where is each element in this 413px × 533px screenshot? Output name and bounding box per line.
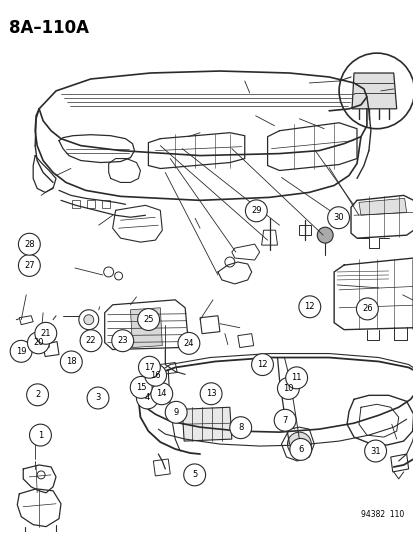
Circle shape [224, 257, 234, 267]
Text: 27: 27 [24, 261, 35, 270]
Circle shape [60, 351, 82, 373]
Text: 30: 30 [332, 213, 343, 222]
Text: 6: 6 [297, 445, 303, 454]
Text: 8: 8 [237, 423, 243, 432]
Text: 94382  110: 94382 110 [361, 510, 404, 519]
Circle shape [316, 227, 332, 243]
Text: 2: 2 [35, 390, 40, 399]
Circle shape [27, 332, 49, 354]
Circle shape [29, 424, 51, 446]
Circle shape [136, 387, 158, 409]
Circle shape [183, 464, 205, 486]
Text: 12: 12 [304, 302, 314, 311]
Circle shape [285, 367, 307, 389]
Circle shape [338, 53, 413, 129]
Text: 20: 20 [33, 338, 43, 348]
Circle shape [150, 383, 172, 405]
Polygon shape [182, 407, 231, 441]
Circle shape [26, 384, 48, 406]
Circle shape [80, 330, 102, 352]
Circle shape [83, 315, 93, 325]
Circle shape [200, 383, 221, 405]
Text: 7: 7 [282, 416, 287, 425]
Text: 3: 3 [95, 393, 100, 402]
Text: 16: 16 [150, 370, 161, 379]
Text: 19: 19 [16, 347, 26, 356]
Text: 15: 15 [135, 383, 146, 392]
Text: 11: 11 [291, 373, 301, 382]
Circle shape [130, 376, 152, 398]
Text: 28: 28 [24, 240, 35, 249]
Text: 21: 21 [40, 329, 51, 338]
Polygon shape [358, 198, 406, 215]
Text: 29: 29 [251, 206, 261, 215]
Text: 12: 12 [256, 360, 267, 369]
Circle shape [112, 330, 133, 352]
Text: 23: 23 [117, 336, 128, 345]
Circle shape [10, 341, 32, 362]
Polygon shape [351, 73, 396, 109]
Text: 17: 17 [144, 363, 154, 372]
Circle shape [273, 409, 295, 431]
Circle shape [327, 207, 349, 229]
Circle shape [245, 200, 267, 222]
Circle shape [165, 401, 187, 423]
Circle shape [114, 272, 122, 280]
Circle shape [37, 471, 45, 479]
Circle shape [138, 309, 159, 330]
Text: 9: 9 [173, 408, 178, 417]
Circle shape [251, 354, 273, 376]
Circle shape [229, 417, 251, 439]
Text: 24: 24 [183, 339, 194, 348]
Circle shape [103, 267, 113, 277]
Circle shape [298, 296, 320, 318]
Circle shape [138, 356, 160, 378]
Circle shape [178, 333, 199, 354]
Circle shape [78, 310, 98, 330]
Text: 14: 14 [156, 389, 166, 398]
Text: 4: 4 [145, 393, 150, 402]
Text: 10: 10 [282, 384, 293, 393]
Text: 8A–110A: 8A–110A [9, 19, 89, 37]
Polygon shape [130, 308, 162, 348]
Circle shape [87, 387, 109, 409]
Circle shape [19, 254, 40, 277]
Text: 26: 26 [361, 304, 372, 313]
Text: 1: 1 [38, 431, 43, 440]
Text: 5: 5 [192, 471, 197, 479]
Text: 31: 31 [369, 447, 380, 456]
Circle shape [144, 364, 166, 386]
Circle shape [287, 432, 311, 456]
Text: 13: 13 [205, 389, 216, 398]
Circle shape [35, 322, 57, 344]
Text: 18: 18 [66, 358, 76, 367]
Circle shape [356, 298, 377, 320]
Circle shape [19, 233, 40, 255]
Circle shape [364, 440, 386, 462]
Text: 22: 22 [85, 336, 96, 345]
Text: 25: 25 [143, 315, 154, 324]
Circle shape [289, 439, 311, 461]
Circle shape [277, 377, 299, 399]
